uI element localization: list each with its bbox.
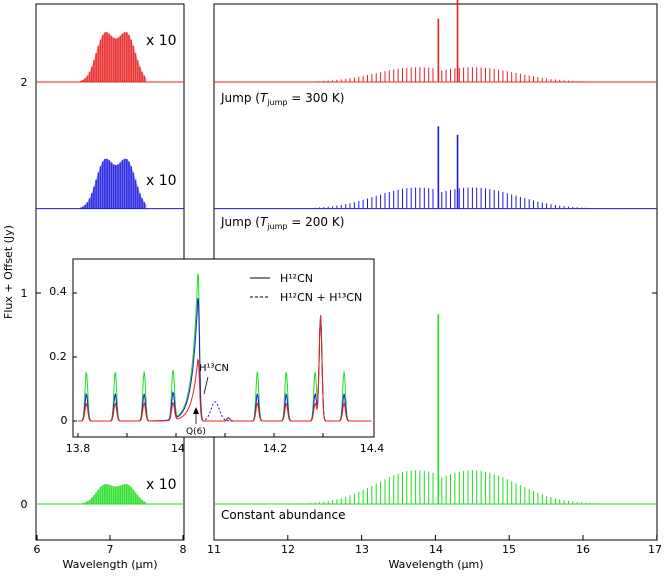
band-14um-lines-0 [279, 67, 622, 82]
band-6um-envelope-1 [80, 158, 147, 209]
y-tick-label-1: 1 [21, 287, 28, 300]
inset-curve-red [78, 315, 372, 422]
band-6um-envelope-0 [80, 32, 147, 82]
x-tick-label-14: 14 [429, 543, 443, 556]
y-tick-label-0: 0 [21, 498, 28, 511]
h13cn-pointer [203, 376, 209, 395]
band-6um-1 [80, 158, 146, 209]
y-tick-label-2: 2 [21, 76, 28, 89]
q6-annotation: Q(6) [186, 427, 206, 437]
h13cn-annotation: H¹³CN [199, 363, 229, 374]
inset-x-tick-14.2: 14.2 [263, 442, 288, 455]
band-6um-envelope-2 [80, 484, 147, 504]
scale-label-red: x 10 [146, 33, 177, 49]
right-x-axis-label: Wavelength (μm) [388, 558, 483, 571]
band-6um-2 [80, 484, 146, 504]
left-x-axis-label: Wavelength (μm) [62, 558, 157, 571]
inset: 13.8 14 14.2 14.4 0 0.2 0.4 H¹²CN H¹²CN … [49, 258, 385, 455]
x-tick-label-17: 17 [648, 543, 662, 556]
scale-label-blue: x 10 [146, 173, 177, 189]
band-14um-lines-2 [270, 470, 626, 504]
inset-y-tick-0: 0 [61, 414, 68, 427]
legend-solid-label: H¹²CN [280, 272, 313, 285]
x-tick-label-16: 16 [576, 543, 590, 556]
scale-label-green: x 10 [146, 477, 177, 493]
series-label-green: Constant abundance [221, 508, 346, 522]
inset-y-tick-0.4: 0.4 [49, 285, 67, 298]
x-tick-label-13: 13 [355, 543, 369, 556]
inset-h13cn-dashed [205, 401, 234, 422]
inset-x-tick-13.8: 13.8 [66, 442, 91, 455]
x-tick-label-8: 8 [180, 543, 187, 556]
series-label-red: Jump (Tjump = 300 K) [220, 91, 344, 107]
inset-x-tick-14.4: 14.4 [360, 442, 385, 455]
inset-layer [73, 273, 372, 437]
series-label-blue: Jump (Tjump = 200 K) [220, 215, 344, 231]
inset-y-tick-0.2: 0.2 [49, 350, 67, 363]
q6-arrow-head [193, 407, 199, 414]
x-tick-label-12: 12 [281, 543, 295, 556]
series-layer [36, 0, 658, 540]
y-axis-label: Flux + Offset (Jy) [2, 225, 15, 319]
x-tick-label-15: 15 [502, 543, 516, 556]
x-tick-label-7: 7 [107, 543, 114, 556]
band-14um-lines-1 [279, 187, 626, 209]
x-tick-label-6: 6 [34, 543, 41, 556]
band-6um-0 [80, 32, 146, 82]
x-tick-label-11: 11 [207, 543, 221, 556]
legend-dashed-label: H¹²CN + H¹³CN [280, 291, 362, 304]
inset-x-tick-14: 14 [171, 442, 185, 455]
